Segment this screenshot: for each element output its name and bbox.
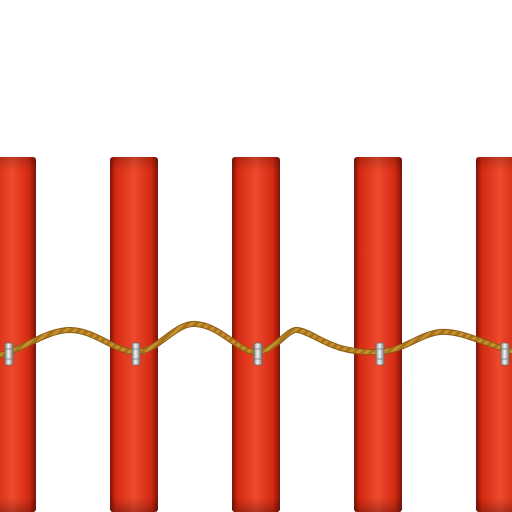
- metal-clip-icon: [375, 342, 385, 366]
- metal-clip-icon: [131, 342, 141, 366]
- metal-clip-icon: [500, 342, 510, 366]
- fence-post: [110, 157, 158, 512]
- metal-clip-icon: [253, 342, 263, 366]
- metal-clip-icon: [4, 342, 14, 366]
- rope-clips: [4, 342, 510, 366]
- fence-post: [0, 157, 36, 512]
- fence-posts: [0, 157, 512, 512]
- fence-post: [354, 157, 402, 512]
- fence-post: [476, 157, 512, 512]
- fence-post: [232, 157, 280, 512]
